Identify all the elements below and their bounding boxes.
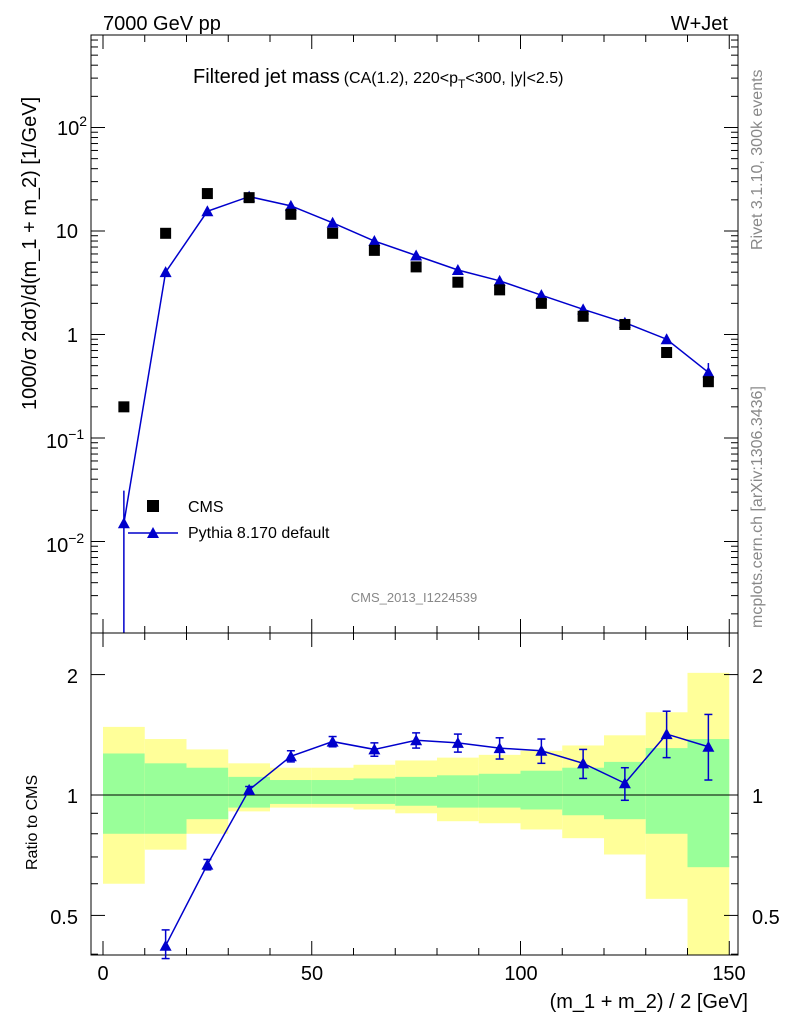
cms-marker [410, 261, 422, 273]
ratio-marker [493, 742, 506, 754]
green-band [311, 780, 354, 804]
ratio-line [164, 733, 709, 947]
pythia-marker [493, 274, 506, 286]
pythia-marker [410, 249, 423, 261]
green-band [270, 780, 312, 804]
ratio-y-tick-label-left-2: 2 [67, 666, 78, 688]
x-tick-label-0: 0 [97, 963, 108, 985]
analysis-watermark: CMS_2013_I1224539 [351, 590, 478, 605]
main-series-layer [117, 188, 715, 633]
ratio-y-tick-label-right-0.5: 0.5 [752, 907, 780, 929]
cms-marker [661, 347, 673, 359]
cms-marker [160, 227, 172, 239]
ratio-marker [535, 744, 548, 756]
mcplots-label: mcplots.cern.ch [arXiv:1306.3436] [749, 386, 766, 628]
ratio-marker [326, 735, 339, 747]
ratio-panel: 2 1 0.5 2 1 0.5 0 50 100 150 Ratio to CM… [24, 632, 780, 1013]
ratio-y-axis-label: Ratio to CMS [24, 775, 41, 870]
pythia-marker [326, 216, 339, 228]
cms-marker [368, 244, 380, 256]
legend: CMS Pythia 8.170 default [128, 499, 330, 542]
ratio-marker [284, 750, 297, 762]
cms-marker [201, 188, 213, 200]
y-tick-label-1e2: 102 [57, 113, 87, 140]
green-band [520, 770, 563, 810]
cms-marker [327, 227, 339, 239]
green-band [353, 778, 396, 804]
ratio-marker [368, 743, 381, 755]
pythia-marker [117, 517, 130, 529]
x-tick-label-100: 100 [504, 963, 537, 985]
main-panel-frame [90, 34, 739, 634]
green-band [395, 776, 437, 806]
pythia-marker [159, 266, 172, 278]
y-tick-label-1: 1 [67, 325, 78, 347]
pythia-marker [284, 199, 297, 211]
legend-label-pythia: Pythia 8.170 default [188, 525, 330, 542]
ratio-y-tick-label-left-1: 1 [67, 786, 78, 808]
y-axis-label: 1000/σ 2dσ)/d(m_1 + m_2) [1/GeV] [19, 97, 41, 410]
chart-title: Filtered jet mass (CA(1.2), 220<pT<300, |… [193, 66, 564, 91]
ratio-marker [577, 757, 590, 769]
pythia-marker [535, 289, 548, 301]
ratio-marker [159, 939, 172, 951]
x-tick-label-50: 50 [301, 963, 323, 985]
legend-label-cms: CMS [188, 499, 224, 516]
pythia-marker [368, 235, 381, 247]
cms-marker [243, 192, 255, 204]
pythia-marker [451, 263, 464, 275]
legend-marker-pythia [147, 527, 159, 538]
y-tick-label-1e-1: 10−1 [46, 426, 84, 453]
pythia-marker [702, 366, 715, 378]
cms-marker [494, 284, 506, 296]
green-band [437, 775, 479, 808]
main-panel: 10−2 10−1 1 10 102 Filtered jet mass (CA(… [19, 34, 739, 634]
ratio-marker [702, 740, 715, 752]
rivet-version-label: Rivet 3.1.10, 300k events [749, 69, 766, 250]
ratio-marker [243, 783, 256, 795]
pythia-marker [660, 333, 673, 345]
ratio-y-tick-label-left-0.5: 0.5 [50, 907, 78, 929]
main-y-tick-labels: 10−2 10−1 1 10 102 [46, 113, 87, 557]
green-band [103, 753, 145, 834]
x-tick-label-150: 150 [712, 963, 745, 985]
cms-marker [452, 276, 464, 288]
green-band [186, 767, 229, 820]
ratio-series-layer [159, 710, 715, 960]
ratio-marker [451, 736, 464, 748]
ratio-marker [660, 728, 673, 740]
cms-marker [118, 401, 130, 413]
pythia-marker [201, 205, 214, 217]
cms-marker [702, 376, 714, 388]
ratio-y-tick-label-right-2: 2 [752, 666, 763, 688]
ratio-y-tick-label-right-1: 1 [752, 786, 763, 808]
main-panel-ticks [91, 35, 738, 633]
ratio-panel-frame [90, 632, 739, 956]
cms-marker [577, 310, 589, 322]
legend-marker-cms [147, 500, 159, 512]
ratio-panel-ticks [91, 633, 738, 955]
ratio-marker [410, 734, 423, 746]
ratio-marker [618, 777, 631, 789]
cms-marker [619, 318, 631, 330]
y-tick-label-10: 10 [56, 221, 78, 243]
green-band [144, 763, 187, 834]
header-left-label: 7000 GeV pp [103, 13, 221, 35]
header-right-label: W+Jet [671, 13, 729, 35]
cms-marker [535, 297, 547, 309]
uncertainty-bands [103, 672, 730, 955]
cms-marker [285, 208, 297, 220]
pythia-line [123, 195, 709, 524]
y-tick-label-1e-2: 10−2 [46, 530, 84, 557]
ratio-marker [201, 858, 214, 870]
x-axis-label: (m_1 + m_2) / 2 [GeV] [550, 991, 748, 1013]
green-band [645, 748, 688, 834]
green-band [478, 773, 521, 808]
